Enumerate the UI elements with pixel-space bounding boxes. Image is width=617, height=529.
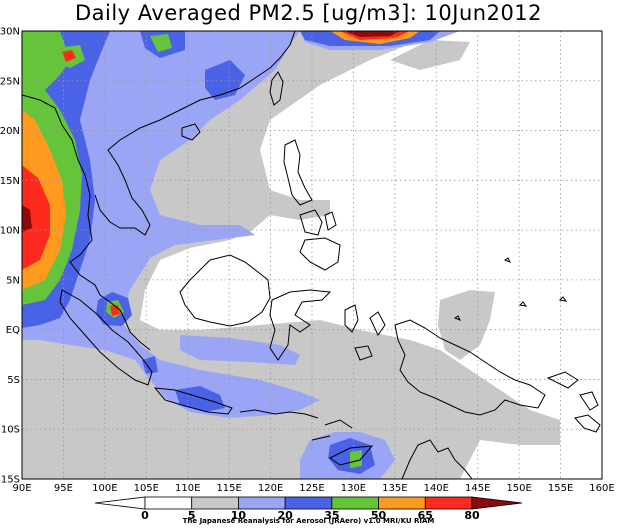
lon-tick-label: 100E	[92, 483, 117, 494]
colorbar-level-label: 65	[418, 509, 433, 522]
colorbar-min-arrow	[94, 496, 146, 510]
colorbar-swatch	[144, 496, 193, 510]
coast-sumatra	[59, 289, 153, 386]
pm-band-50-65-d	[350, 450, 362, 468]
coast-mainland-asia	[22, 31, 296, 351]
coast-micronesia	[453, 257, 568, 321]
pm-band-10-20-ne	[390, 40, 470, 70]
colorbar-swatch	[331, 496, 379, 510]
map-title: Daily Averaged PM2.5 [ug/m3]: 10Jun2012	[74, 1, 543, 25]
lon-tick-label: 130E	[341, 483, 366, 494]
colorbar-level-label: 5	[188, 509, 196, 522]
lat-tick-label: 30N	[0, 27, 20, 38]
colorbar-level-label: 20	[277, 509, 293, 522]
map-frame	[21, 30, 603, 480]
longitude-labels: 90E 95E 100E 105E 110E 115E 120E 125E 130E 135E 14…	[12, 483, 614, 494]
colorbar: 0 5 10 20 35 50 65 80	[94, 496, 523, 522]
colorbar-swatch	[424, 496, 473, 510]
coast-sulawesi	[269, 289, 332, 361]
pm-band-80-plus	[22, 165, 50, 270]
lon-tick-label: 120E	[258, 483, 283, 494]
lon-tick-label: 160E	[589, 483, 614, 494]
colorbar-level-label: 0	[141, 509, 149, 522]
coast-borneo	[179, 254, 271, 327]
coast-australia	[401, 439, 473, 479]
lat-tick-label: 15S	[1, 475, 20, 486]
colorbar-level-label: 50	[371, 509, 387, 522]
lon-tick-label: 155E	[548, 483, 573, 494]
colorbar-swatch	[238, 496, 286, 510]
coast-lesser-sunda	[239, 409, 353, 441]
lat-tick-label: EQ	[6, 325, 20, 336]
lon-tick-label: 145E	[465, 483, 490, 494]
coast-bismarck	[546, 371, 599, 411]
lon-tick-label: 135E	[382, 483, 407, 494]
colorbar-level-label: 10	[231, 509, 247, 522]
colorbar-level-label: 80	[464, 509, 480, 522]
lon-tick-label: 140E	[424, 483, 449, 494]
pm-band-80-plus-b	[62, 50, 76, 62]
coast-visayas	[299, 209, 337, 236]
coast-moluccas	[344, 304, 386, 361]
lon-tick-label: 105E	[134, 483, 159, 494]
lat-tick-label: 20N	[0, 126, 20, 137]
credit-line: The Japanese Reanalysis for Aerosol (JRA…	[182, 517, 435, 525]
pm-band-20-35-belt	[180, 335, 300, 365]
pm-band-extreme	[22, 205, 32, 232]
coast-taiwan	[269, 71, 284, 106]
colorbar-swatch	[284, 496, 333, 510]
lat-tick-label: 10S	[1, 425, 20, 436]
colorbar-swatch	[191, 496, 239, 510]
lat-tick-label: 25N	[0, 76, 20, 87]
coast-mindanao	[299, 237, 341, 271]
colorbar-swatch	[378, 496, 426, 510]
latitude-labels: 30N 25N 20N 15N 10N 5N EQ 5S 10S 15S	[0, 27, 20, 486]
pm-band-extreme-b	[345, 31, 400, 37]
lon-tick-label: 150E	[506, 483, 531, 494]
colorbar-level-label: 35	[324, 509, 339, 522]
pm-band-10-20-east	[438, 290, 495, 360]
coastlines	[22, 31, 601, 479]
lon-tick-label: 115E	[216, 483, 241, 494]
lon-tick-label: 125E	[299, 483, 324, 494]
coast-solomons	[574, 414, 601, 433]
colorbar-max-arrow	[471, 496, 523, 510]
coast-java	[153, 387, 233, 415]
coast-new-guinea	[394, 319, 546, 416]
coast-luzon	[283, 139, 313, 206]
lon-tick-label: 110E	[175, 483, 200, 494]
pm-band-50-65-b	[150, 34, 172, 52]
lat-tick-label: 5S	[7, 375, 20, 386]
pm-band-20-35	[22, 31, 320, 418]
coast-timor	[329, 445, 374, 466]
lat-tick-label: 10N	[0, 226, 20, 237]
lon-tick-label: 90E	[12, 483, 31, 494]
coast-hainan	[181, 123, 201, 141]
lon-tick-label: 95E	[54, 483, 73, 494]
lat-tick-label: 15N	[0, 176, 20, 187]
lat-tick-label: 5N	[6, 275, 20, 286]
